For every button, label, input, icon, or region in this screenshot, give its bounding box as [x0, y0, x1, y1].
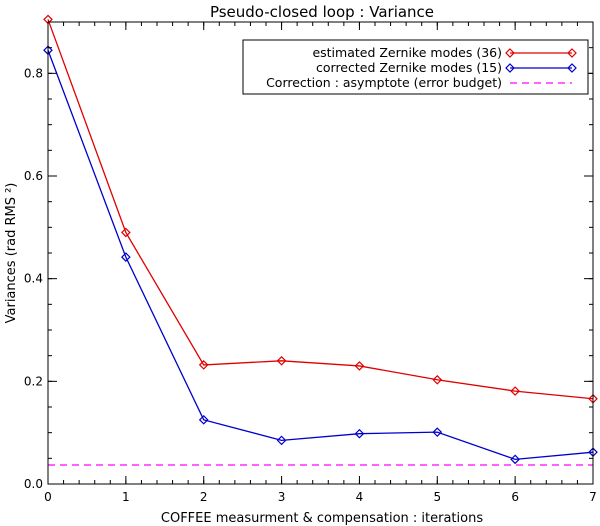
x-tick-label: 1 — [122, 490, 130, 504]
legend-marker-2-1 — [567, 63, 577, 73]
y-axis-label: Variances (rad RMS ²) — [4, 183, 19, 324]
x-tick-label: 6 — [511, 490, 519, 504]
data-point-s1-6 — [510, 386, 520, 396]
y-tick-label: 0.6 — [24, 169, 43, 183]
data-point-s2-5 — [432, 427, 443, 438]
legend: estimated Zernike modes (36)corrected Ze… — [242, 39, 589, 95]
legend-marker-2-0 — [505, 63, 515, 73]
legend-label-3: Correction : asymptote (error budget) — [266, 75, 502, 90]
data-point-s1-4 — [354, 361, 365, 371]
data-point-s2-3 — [276, 435, 287, 446]
x-tick-label: 5 — [433, 490, 441, 504]
y-tick-label: 0.8 — [24, 66, 43, 80]
chart-title: Pseudo-closed loop : Variance — [210, 3, 434, 21]
data-point-s1-2 — [198, 360, 209, 370]
data-point-s2-6 — [510, 454, 520, 465]
x-tick-label: 2 — [200, 490, 208, 504]
x-tick-label: 0 — [44, 490, 52, 504]
x-tick-label: 4 — [356, 490, 364, 504]
series-line-2 — [47, 50, 594, 461]
data-point-s1-5 — [432, 374, 443, 385]
axis-ticks: 0 1 2 3 4 5 6 7 0.0 0.2 0.4 0.6 0.8 — [24, 21, 597, 504]
y-tick-label: 0.4 — [24, 272, 43, 286]
legend-label-2: corrected Zernike modes (15) — [316, 60, 502, 75]
legend-marker-1-0 — [505, 48, 515, 58]
x-tick-label: 3 — [278, 490, 286, 504]
data-point-s1-3 — [276, 355, 287, 366]
data-point-s2-4 — [354, 428, 365, 439]
x-axis-label: COFFEE measurment & compensation : itera… — [161, 511, 483, 526]
legend-marker-1-1 — [567, 48, 577, 58]
data-point-s2-1 — [121, 252, 131, 262]
series-line-1 — [47, 19, 594, 400]
y-tick-label: 0.0 — [24, 477, 43, 491]
y-tick-label: 0.2 — [24, 374, 43, 388]
data-point-s2-2 — [198, 414, 209, 425]
legend-box — [242, 39, 589, 95]
legend-label-1: estimated Zernike modes (36) — [312, 45, 502, 60]
x-tick-label: 7 — [589, 490, 597, 504]
data-point-s1-1 — [121, 227, 131, 238]
